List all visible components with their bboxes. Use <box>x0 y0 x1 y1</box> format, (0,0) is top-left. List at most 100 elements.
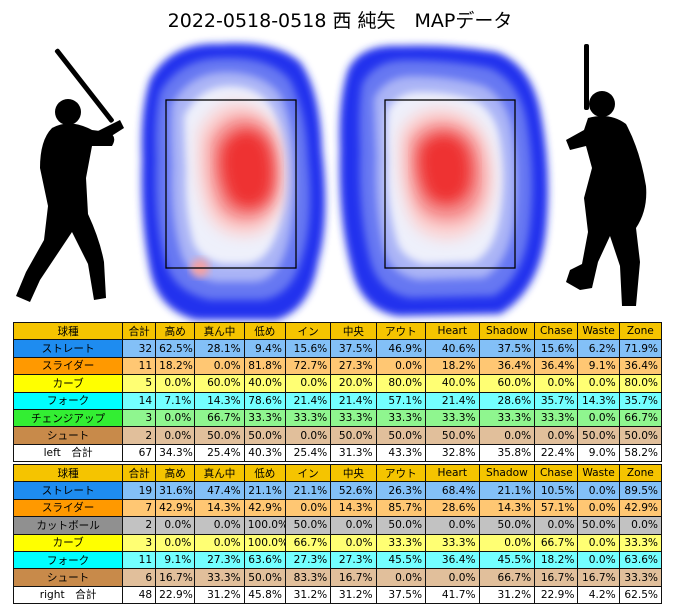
pitch-type-cell: ストレート <box>12 481 124 500</box>
value-cell: 0.0% <box>577 481 620 500</box>
value-cell: 42.9% <box>155 498 196 518</box>
table-row: right 合計 48 22.9% 31.2% 45.8% 31.2% 31.2% 37.5%… <box>12 585 663 605</box>
value-cell: 33.3% <box>375 408 427 428</box>
value-cell: 0.0% <box>194 356 245 376</box>
value-cell: 36.4% <box>534 356 579 376</box>
value-cell: 40.3% <box>243 443 286 463</box>
value-cell: 28.6% <box>425 498 480 518</box>
value-cell: 57.1% <box>375 391 427 410</box>
value-cell: 31.2% <box>478 585 536 605</box>
value-cell: 62.5% <box>155 339 196 358</box>
value-cell: 50.0% <box>284 516 332 535</box>
stats-table-right: 球種 合計 高め 真ん中 低め イン 中央 アウト Heart Shadow Chase Waste Z… <box>12 463 663 605</box>
table-row: スライダー 11 18.2% 0.0% 81.8% 72.7% 27.3% 0.0% 18.2%… <box>12 356 663 376</box>
value-cell: 50.0% <box>330 426 377 445</box>
value-cell: 18.2% <box>534 550 579 570</box>
value-cell: 37.5% <box>478 339 536 358</box>
value-cell: 10.5% <box>534 481 579 500</box>
value-cell: 83.3% <box>284 568 332 587</box>
value-cell: 21.4% <box>330 391 377 410</box>
header-cell: Waste <box>577 463 620 483</box>
value-cell: 58.2% <box>618 443 663 463</box>
value-cell: 40.6% <box>425 339 480 358</box>
batter-silhouette-right <box>566 44 647 306</box>
header-cell: 高め <box>155 321 196 341</box>
value-cell: 9.0% <box>577 443 620 463</box>
value-cell: 33.3% <box>243 408 286 428</box>
header-cell: イン <box>284 463 332 483</box>
value-cell: 25.4% <box>284 443 332 463</box>
value-cell: 41.7% <box>425 585 480 605</box>
value-cell: 45.5% <box>478 550 536 570</box>
header-cell: Shadow <box>478 463 536 483</box>
value-cell: 0.0% <box>534 516 579 535</box>
value-cell: 52.6% <box>330 481 377 500</box>
value-cell: 11 <box>122 550 157 570</box>
value-cell: 50.0% <box>577 516 620 535</box>
pitch-type-cell: フォーク <box>12 550 124 570</box>
value-cell: 66.7% <box>534 533 579 552</box>
value-cell: 31.2% <box>330 585 377 605</box>
value-cell: 62.5% <box>618 585 663 605</box>
header-cell: 真ん中 <box>194 463 245 483</box>
value-cell: 40.0% <box>425 374 480 393</box>
value-cell: 35.7% <box>534 391 579 410</box>
value-cell: 31.6% <box>155 481 196 500</box>
value-cell: 50.0% <box>194 426 245 445</box>
value-cell: 42.9% <box>618 498 663 518</box>
value-cell: 18.2% <box>155 356 196 376</box>
header-cell: アウト <box>375 321 427 341</box>
pitch-type-cell: left 合計 <box>12 443 124 463</box>
value-cell: 27.3% <box>330 550 377 570</box>
value-cell: 14.3% <box>194 391 245 410</box>
value-cell: 16.7% <box>330 568 377 587</box>
value-cell: 14.3% <box>577 391 620 410</box>
value-cell: 50.0% <box>425 426 480 445</box>
value-cell: 80.0% <box>375 374 427 393</box>
stats-table-left: 球種 合計 高め 真ん中 低め イン 中央 アウト Heart Shadow Chase Waste Z… <box>12 321 663 463</box>
value-cell: 9.4% <box>243 339 286 358</box>
value-cell: 6 <box>122 568 157 587</box>
value-cell: 36.4% <box>478 356 536 376</box>
value-cell: 0.0% <box>375 356 427 376</box>
value-cell: 33.3% <box>284 408 332 428</box>
table-row: left 合計 67 34.3% 25.4% 40.3% 25.4% 31.3% 43.3% 3… <box>12 443 663 463</box>
value-cell: 0.0% <box>284 374 332 393</box>
value-cell: 50.0% <box>577 426 620 445</box>
table-header-row: 球種 合計 高め 真ん中 低め イン 中央 アウト Heart Shadow Chase Waste Z… <box>12 463 663 483</box>
value-cell: 0.0% <box>534 374 579 393</box>
value-cell: 0.0% <box>375 568 427 587</box>
strike-zone-right <box>384 99 516 269</box>
value-cell: 22.9% <box>534 585 579 605</box>
pitch-type-cell: チェンジアップ <box>12 408 124 428</box>
header-cell: Chase <box>534 463 579 483</box>
value-cell: 15.6% <box>284 339 332 358</box>
value-cell: 21.4% <box>425 391 480 410</box>
header-cell: Chase <box>534 321 579 341</box>
value-cell: 16.7% <box>534 568 579 587</box>
header-cell: 中央 <box>330 463 377 483</box>
value-cell: 28.6% <box>478 391 536 410</box>
value-cell: 19 <box>122 481 157 500</box>
value-cell: 66.7% <box>194 408 245 428</box>
value-cell: 31.3% <box>330 443 377 463</box>
value-cell: 0.0% <box>284 426 332 445</box>
table-row: チェンジアップ 3 0.0% 66.7% 33.3% 33.3% 33.3% 33.3% 33.… <box>12 408 663 428</box>
value-cell: 0.0% <box>155 516 196 535</box>
batter-silhouette-left <box>16 48 124 302</box>
table-row: フォーク 14 7.1% 14.3% 78.6% 21.4% 21.4% 57.1% 21.4%… <box>12 391 663 410</box>
value-cell: 50.0% <box>375 516 427 535</box>
value-cell: 15.6% <box>534 339 579 358</box>
value-cell: 14.3% <box>194 498 245 518</box>
value-cell: 100.0% <box>243 533 286 552</box>
value-cell: 31.2% <box>194 585 245 605</box>
value-cell: 71.9% <box>618 339 663 358</box>
header-cell: アウト <box>375 463 427 483</box>
value-cell: 0.0% <box>194 516 245 535</box>
strike-zone-left <box>165 99 297 269</box>
value-cell: 35.7% <box>618 391 663 410</box>
header-cell: 球種 <box>12 321 124 341</box>
header-cell: Heart <box>425 321 480 341</box>
value-cell: 57.1% <box>534 498 579 518</box>
page-title: 2022-0518-0518 西 純矢 MAPデータ <box>167 10 513 32</box>
